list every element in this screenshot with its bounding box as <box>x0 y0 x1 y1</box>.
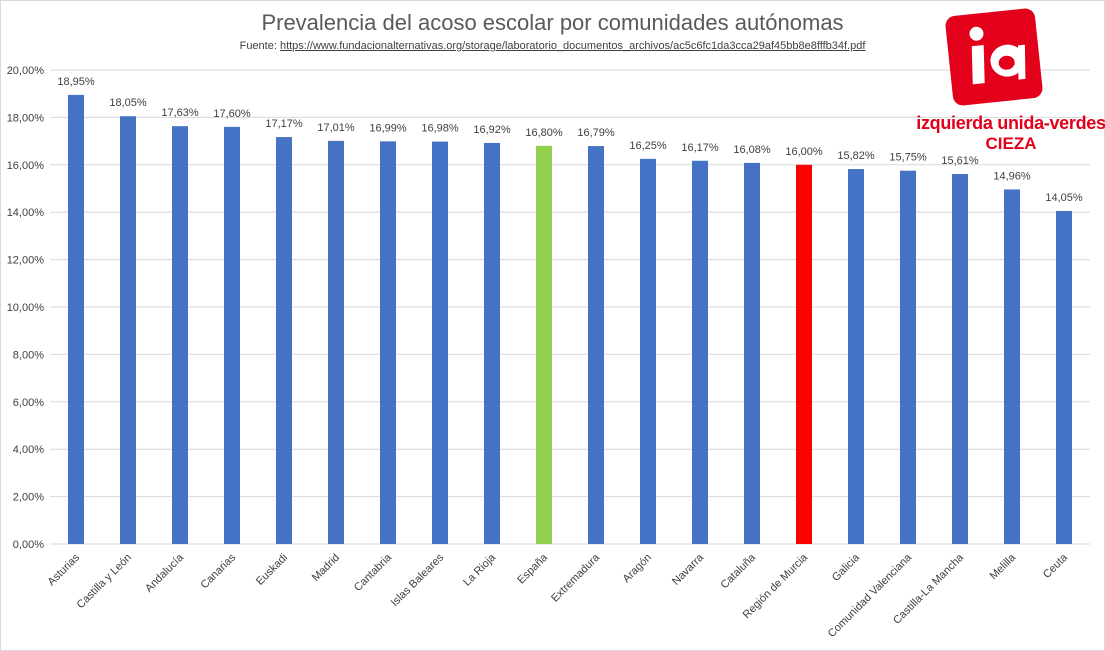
x-tick-label: Islas Baleares <box>389 551 447 609</box>
x-tick-label: España <box>515 551 550 586</box>
x-tick-label: Galicia <box>830 551 863 584</box>
bar <box>1004 189 1020 544</box>
data-label: 18,05% <box>109 97 147 109</box>
logo-text-line1: izquierda unida-verdes <box>916 113 1105 133</box>
x-tick-label: Extremadura <box>549 551 603 605</box>
bar <box>640 158 656 544</box>
data-label: 16,00% <box>785 146 823 158</box>
logo-mark-drawing <box>969 26 1026 85</box>
bar <box>120 116 136 544</box>
y-tick-label: 8,00% <box>13 349 44 361</box>
data-label: 18,95% <box>57 76 95 88</box>
bar <box>276 137 292 545</box>
logo-mark-icon <box>944 7 1044 107</box>
bar <box>432 141 448 544</box>
data-label: 16,99% <box>369 122 407 134</box>
x-tick-label: Castilla y León <box>75 552 135 612</box>
data-label: 17,01% <box>317 122 355 134</box>
logo-text-line2: CIEZA <box>985 134 1037 153</box>
data-label: 15,61% <box>941 155 979 167</box>
x-tick-label: Navarra <box>670 551 707 588</box>
bar <box>1056 211 1072 544</box>
bar <box>796 164 812 545</box>
y-tick-label: 2,00% <box>13 492 44 504</box>
x-tick-label: Cataluña <box>718 551 758 591</box>
chart-title: Prevalencia del acoso escolar por comuni… <box>261 10 844 35</box>
x-tick-label: Ceuta <box>1041 551 1071 581</box>
x-tick-label: Euskadi <box>254 552 290 588</box>
x-tick-label: Madrid <box>310 552 342 584</box>
data-label: 16,79% <box>577 127 615 139</box>
y-tick-label: 14,00% <box>7 207 45 219</box>
bar <box>484 142 500 544</box>
bar <box>900 170 916 544</box>
x-tick-label: Melilla <box>988 551 1019 582</box>
bar <box>224 126 240 544</box>
data-label: 16,17% <box>681 142 719 154</box>
bar <box>536 145 552 544</box>
y-tick-label: 10,00% <box>7 302 45 314</box>
x-tick-label: Andalucía <box>143 551 187 595</box>
data-label: 14,96% <box>993 170 1031 182</box>
y-tick-label: 20,00% <box>7 65 45 77</box>
data-label: 16,08% <box>733 144 771 156</box>
data-label: 17,63% <box>161 107 199 119</box>
data-label: 16,80% <box>525 127 563 139</box>
bar <box>328 140 344 544</box>
chart-source: Fuente: https://www.fundacionalternativa… <box>0 40 1105 52</box>
data-label: 16,98% <box>421 123 459 135</box>
data-label: 17,17% <box>265 118 303 130</box>
bar <box>68 94 84 544</box>
bar <box>952 174 968 544</box>
y-tick-label: 4,00% <box>13 444 44 456</box>
y-tick-label: 16,00% <box>7 160 45 172</box>
data-label: 14,05% <box>1045 192 1083 204</box>
bar <box>588 146 604 544</box>
bar <box>848 169 864 545</box>
party-logo: izquierda unida-verdes CIEZA <box>900 7 1105 158</box>
data-label: 15,82% <box>837 150 875 162</box>
x-tick-label: Canarias <box>199 551 239 591</box>
x-tick-label: Aragón <box>621 552 655 586</box>
x-tick-label: Cantabria <box>352 551 395 594</box>
bar <box>744 162 760 545</box>
y-tick-label: 6,00% <box>13 397 44 409</box>
source-prefix: Fuente: <box>239 40 280 52</box>
data-label: 17,60% <box>213 108 251 120</box>
data-label: 15,75% <box>889 152 927 164</box>
y-tick-label: 18,00% <box>7 112 45 124</box>
y-tick-label: 0,00% <box>13 539 44 551</box>
data-label: 16,92% <box>473 124 511 136</box>
x-tick-label: La Rioja <box>461 551 499 589</box>
bar <box>692 160 708 544</box>
bar <box>380 141 396 544</box>
data-label: 16,25% <box>629 140 667 152</box>
x-tick-label: Comunidad Valenciana <box>826 551 915 640</box>
source-link[interactable]: https://www.fundacionalternativas.org/st… <box>279 40 866 52</box>
x-tick-label: Asturias <box>46 551 83 588</box>
y-tick-label: 12,00% <box>7 255 45 267</box>
bar <box>172 126 188 544</box>
